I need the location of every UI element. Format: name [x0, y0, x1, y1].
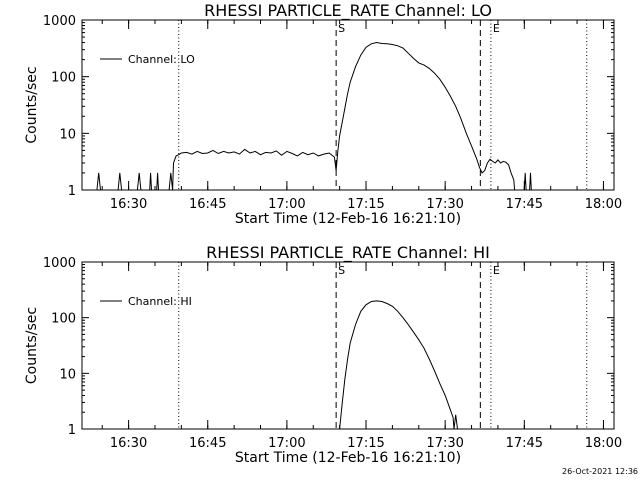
x-tick-label: 17:30: [426, 197, 463, 212]
x-tick-label: 17:15: [347, 436, 384, 451]
x-tick-label: 17:45: [506, 436, 543, 451]
x-tick-label: 18:00: [585, 197, 622, 212]
y-tick-label: 10: [59, 127, 76, 142]
y-tick-label: 100: [51, 71, 76, 86]
x-tick-label: 16:45: [189, 436, 226, 451]
x-tick-label: 16:30: [110, 197, 147, 212]
chart-title: RHESSI PARTICLE_RATE Channel: HI: [206, 243, 490, 263]
x-tick-label: 17:30: [426, 436, 463, 451]
x-tick-label: 18:00: [585, 436, 622, 451]
chart-panel-0: RHESSI PARTICLE_RATE Channel: LO 1 10 100 10…: [24, 1, 622, 227]
legend-label: Channel: HI: [128, 295, 192, 308]
panels: RHESSI PARTICLE_RATE Channel: LO 1 10 100 10…: [24, 1, 622, 466]
y-tick-label: 100: [51, 312, 76, 327]
marker-label: E: [493, 22, 500, 35]
y-tick-label: 10: [59, 367, 76, 382]
timestamp-label: 26-Oct-2021 12:36: [562, 467, 638, 476]
series-line: [96, 41, 532, 191]
marker-label: S: [338, 264, 345, 277]
x-tick-label: 17:15: [347, 197, 384, 212]
x-tick-label: 17:45: [506, 197, 543, 212]
x-tick-label: 17:00: [268, 436, 305, 451]
series-line: [339, 300, 460, 430]
plot-frame: [81, 19, 615, 191]
y-axis-label: Counts/sec: [24, 307, 40, 384]
marker-label: E: [493, 264, 500, 277]
chart-panel-1: RHESSI PARTICLE_RATE Channel: HI 1 10 100 10…: [24, 243, 622, 466]
legend-label: Channel: LO: [128, 53, 195, 66]
marker-label: S: [338, 22, 345, 35]
y-axis-label: Counts/sec: [24, 66, 40, 143]
y-tick-label: 1000: [43, 14, 76, 29]
x-tick-label: 16:30: [110, 436, 147, 451]
y-tick-label: 1: [68, 423, 76, 438]
x-tick-label: 17:00: [268, 197, 305, 212]
y-tick-label: 1: [68, 184, 76, 199]
x-axis-label: Start Time (12-Feb-16 16:21:10): [235, 211, 461, 227]
chart-title: RHESSI PARTICLE_RATE Channel: LO: [204, 1, 492, 21]
y-tick-label: 1000: [43, 256, 76, 271]
x-tick-label: 16:45: [189, 197, 226, 212]
x-axis-label: Start Time (12-Feb-16 16:21:10): [235, 450, 461, 466]
plot-frame: [81, 261, 615, 430]
